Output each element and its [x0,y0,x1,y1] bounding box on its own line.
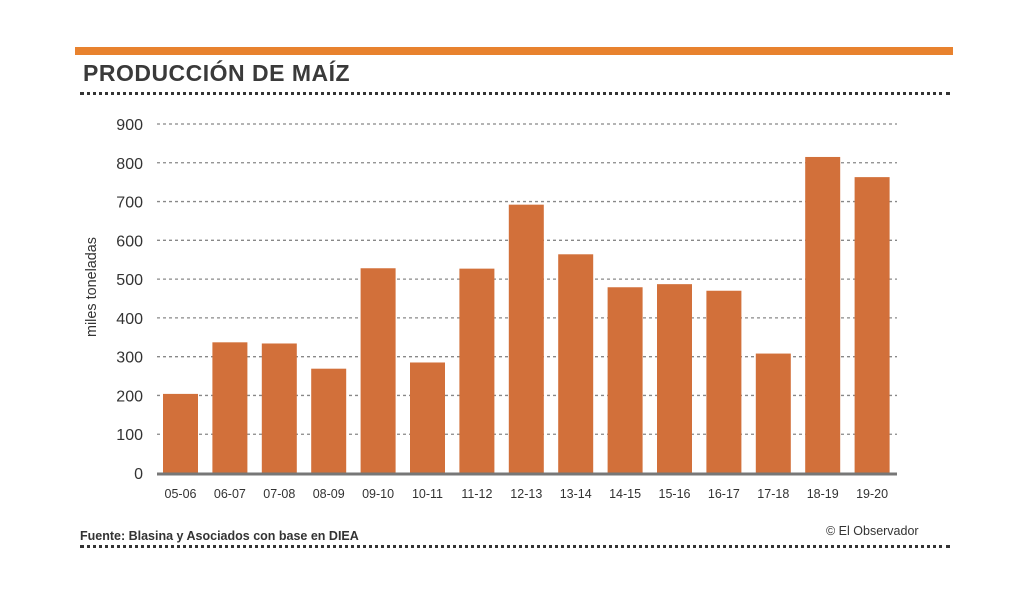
bar-05-06 [163,393,198,473]
bar-09-10 [360,268,396,473]
x-tick-label: 10-11 [412,487,443,501]
x-tick-label: 17-18 [757,487,789,501]
x-tick-label: 06-07 [214,487,246,501]
x-tick-label: 19-20 [856,487,888,501]
divider-top [80,92,950,95]
x-tick-label: 12-13 [510,487,542,501]
y-tick-label: 800 [116,156,143,173]
x-tick-label: 05-06 [165,487,197,501]
bar-18-19 [805,156,841,473]
y-tick-label: 100 [116,427,143,444]
bar-15-16 [657,284,692,473]
bar-08-09 [311,368,347,473]
x-tick-label: 07-08 [263,487,295,501]
x-tick-label: 15-16 [659,487,691,501]
bar-17-18 [755,353,791,473]
y-tick-label: 400 [116,311,143,328]
y-tick-label: 900 [116,117,143,134]
y-tick-label: 300 [116,350,143,367]
bar-12-13 [508,204,544,473]
x-tick-label: 09-10 [362,487,394,501]
bar-11-12 [459,268,495,473]
bar-16-17 [706,290,742,473]
y-tick-label: 0 [134,466,143,483]
x-tick-label: 18-19 [807,487,839,501]
y-axis-label: miles toneladas [83,237,100,337]
accent-bar [75,47,953,55]
y-tick-label: 600 [116,233,143,250]
x-tick-label: 08-09 [313,487,345,501]
y-tick-label: 500 [116,272,143,289]
y-tick-label: 700 [116,195,143,212]
x-tick-label: 16-17 [708,487,740,501]
bar-07-08 [261,343,297,473]
bar-06-07 [212,342,248,473]
bar-19-20 [854,177,890,473]
divider-bottom [80,545,950,548]
source-note: Fuente: Blasina y Asociados con base en … [80,529,359,543]
bar-14-15 [607,287,643,473]
x-tick-label: 13-14 [560,487,592,501]
x-tick-label: 14-15 [609,487,641,501]
bar-13-14 [558,254,594,473]
chart-title: PRODUCCIÓN DE MAÍZ [83,60,351,86]
x-tick-label: 11-12 [461,487,492,501]
credit: © El Observador [826,524,919,538]
y-tick-label: 200 [116,388,143,405]
bar-10-11 [410,362,445,473]
